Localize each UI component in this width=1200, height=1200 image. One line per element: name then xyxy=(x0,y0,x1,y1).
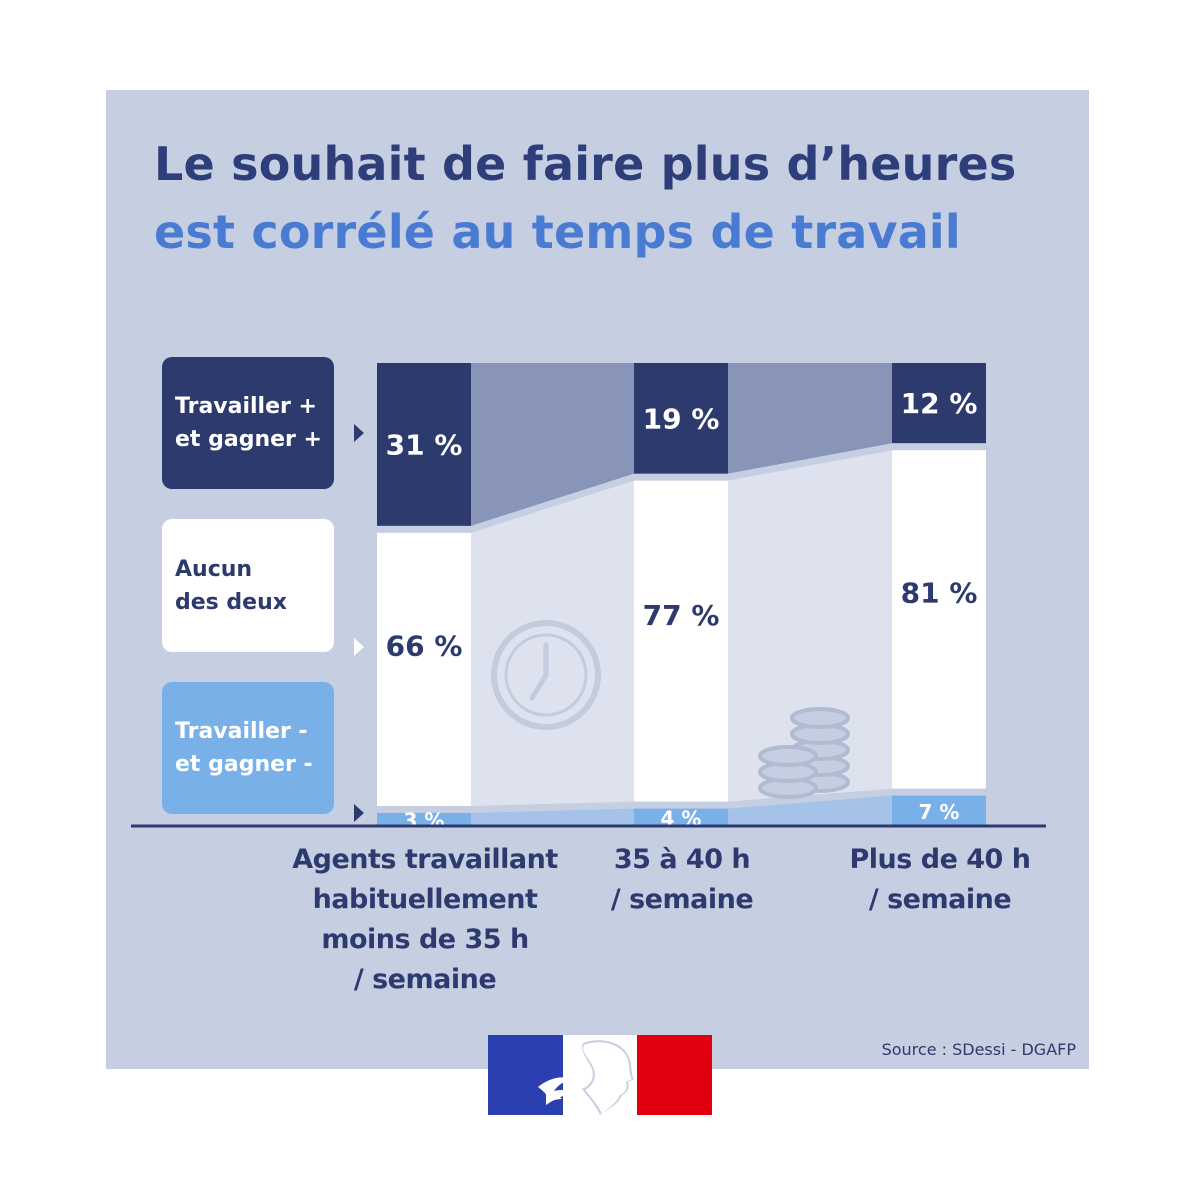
band-minus xyxy=(728,795,892,826)
bar-travailler-plus xyxy=(892,363,986,444)
clock-hand-icon xyxy=(529,672,549,701)
data-label-plus: 19 % xyxy=(643,402,720,435)
data-label-aucun: 66 % xyxy=(386,630,463,663)
legend-pointer-minus-icon xyxy=(354,804,364,822)
data-label-aucun: 77 % xyxy=(643,599,720,632)
data-label-minus: 7 % xyxy=(919,800,960,824)
legend-label: Aucun xyxy=(175,556,253,582)
bar-travailler-minus xyxy=(377,812,471,826)
title-line-1: Le souhait de faire plus d’heures xyxy=(154,137,1017,191)
source-note: Source : SDessi - DGAFP xyxy=(881,1040,1076,1059)
legend-label: Travailler + xyxy=(175,394,317,419)
bar-aucun xyxy=(892,450,986,789)
x-axis-label: Plus de 40 h / semaine xyxy=(790,840,1090,920)
x-axis-label-line: Plus de 40 h xyxy=(849,844,1031,875)
data-label-minus: 3 % xyxy=(404,808,445,832)
legend-label: et gagner + xyxy=(175,427,322,452)
legend-item-travailler-plus: Travailler + et gagner + xyxy=(162,357,334,489)
title-line-2: est corrélé au temps de travail xyxy=(154,205,961,259)
bar-travailler-minus xyxy=(892,795,986,826)
marianne-logo xyxy=(488,1035,712,1115)
x-axis-label: 35 à 40 h / semaine xyxy=(532,840,832,920)
x-axis-label-line: / semaine xyxy=(868,884,1012,915)
x-axis-label-line: / semaine xyxy=(353,964,497,995)
legend-label: et gagner - xyxy=(175,752,313,777)
chart-title: Le souhait de faire plus d’heures est co… xyxy=(154,130,1016,266)
x-axis-label: Agents travaillant habituellement moins de… xyxy=(275,840,575,1000)
band-minus xyxy=(471,808,634,826)
x-axis-label-line: 35 à 40 h xyxy=(613,844,751,875)
legend-item-travailler-minus: Travailler - et gagner - xyxy=(162,682,334,814)
legend-pointer-plus-icon xyxy=(354,424,364,442)
bar-travailler-plus xyxy=(377,363,471,526)
legend-label: des deux xyxy=(175,589,287,615)
band-plus xyxy=(728,363,892,474)
coins-stack-icon xyxy=(790,707,850,729)
bar-travailler-minus xyxy=(634,808,728,826)
data-label-plus: 12 % xyxy=(901,387,978,420)
bar-travailler-plus xyxy=(634,363,728,474)
x-axis-label-line: / semaine xyxy=(610,884,754,915)
data-label-aucun: 81 % xyxy=(901,576,978,609)
band-none xyxy=(728,450,892,802)
clock-face-icon xyxy=(504,633,588,717)
clock-icon xyxy=(491,620,601,730)
x-axis-label-line: Agents travaillant xyxy=(292,844,558,875)
legend-pointer-none-icon xyxy=(354,638,364,656)
legend-label: Travailler - xyxy=(175,719,308,744)
x-axis-label-line: moins de 35 h xyxy=(321,924,529,955)
coins-stack-icon xyxy=(758,745,818,767)
legend-item-aucun: Aucun des deux xyxy=(162,519,334,652)
x-axis-label-line: habituellement xyxy=(312,884,538,915)
bar-aucun xyxy=(634,480,728,802)
band-none xyxy=(471,480,634,806)
data-label-plus: 31 % xyxy=(386,428,463,461)
band-plus xyxy=(471,363,634,526)
bar-aucun xyxy=(377,532,471,806)
